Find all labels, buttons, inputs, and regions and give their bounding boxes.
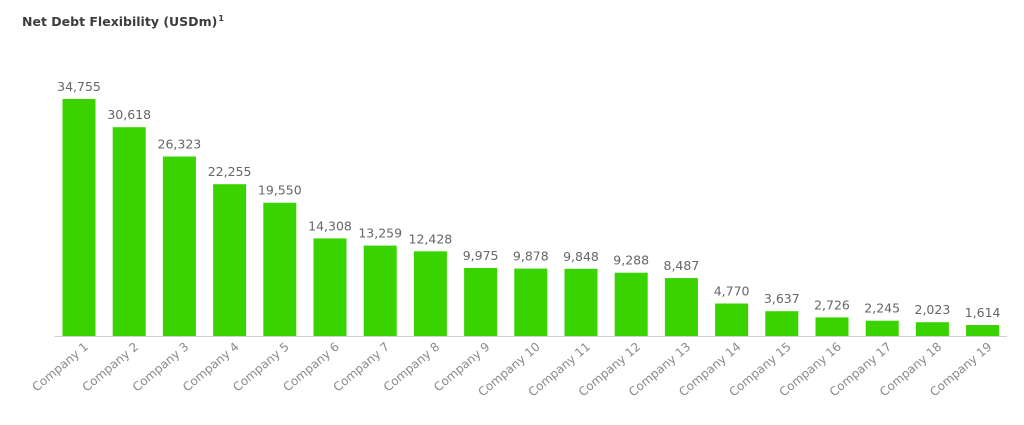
value-label-15: 3,637 xyxy=(764,291,800,306)
bar-3 xyxy=(162,156,196,336)
value-label-17: 2,245 xyxy=(864,301,900,316)
value-label-13: 8,487 xyxy=(664,258,700,273)
value-labels-group: 34,755 30,618 26,323 22,255 19,550 14,308 13,2… xyxy=(57,79,1000,320)
value-label-1: 34,755 xyxy=(57,79,101,94)
value-label-10: 9,878 xyxy=(513,249,549,264)
value-label-5: 19,550 xyxy=(258,183,302,198)
bar-5 xyxy=(263,202,297,336)
value-label-19: 1,614 xyxy=(965,305,1001,320)
bar-19 xyxy=(966,325,1000,336)
chart-title-text: Net Debt Flexibility (USDm) xyxy=(22,14,218,30)
bar-15 xyxy=(765,311,799,336)
value-label-8: 12,428 xyxy=(409,231,453,246)
bar-18 xyxy=(915,322,949,336)
chart-title-footnote: 1 xyxy=(218,14,224,23)
value-label-12: 9,288 xyxy=(613,253,649,268)
bar-9 xyxy=(464,268,498,336)
bar-4 xyxy=(213,184,247,336)
bar-13 xyxy=(664,278,698,336)
chart-title: Net Debt Flexibility (USDm)1 xyxy=(22,14,224,29)
value-label-3: 26,323 xyxy=(158,137,202,152)
value-label-11: 9,848 xyxy=(563,249,599,264)
bar-1 xyxy=(62,99,96,336)
value-label-4: 22,255 xyxy=(208,164,252,179)
value-label-7: 13,259 xyxy=(358,226,402,241)
bar-17 xyxy=(865,320,899,336)
value-label-18: 2,023 xyxy=(915,302,951,317)
bar-8 xyxy=(413,251,447,336)
value-label-2: 30,618 xyxy=(107,107,151,122)
bar-12 xyxy=(614,272,648,336)
bar-6 xyxy=(313,238,347,336)
bars-group xyxy=(62,99,1000,336)
bar-10 xyxy=(514,268,548,336)
bar-11 xyxy=(564,268,598,336)
bar-14 xyxy=(715,303,749,336)
bar-7 xyxy=(363,245,397,336)
value-label-6: 14,308 xyxy=(308,218,352,233)
bar-2 xyxy=(112,127,146,336)
value-label-14: 4,770 xyxy=(714,284,750,299)
value-label-16: 2,726 xyxy=(814,297,850,312)
value-label-9: 9,975 xyxy=(463,248,499,263)
bar-16 xyxy=(815,317,849,336)
